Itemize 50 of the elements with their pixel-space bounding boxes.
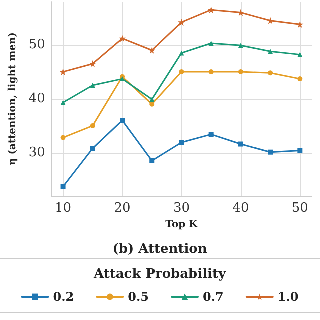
point bbox=[90, 123, 96, 128]
x-tick-label: 20 bbox=[114, 201, 131, 216]
point bbox=[208, 6, 215, 14]
point bbox=[150, 97, 155, 102]
point bbox=[298, 148, 303, 154]
point bbox=[60, 184, 66, 190]
point bbox=[268, 49, 274, 54]
point bbox=[90, 146, 96, 152]
point bbox=[208, 40, 214, 46]
x-axis-title: Top K bbox=[166, 219, 198, 230]
point bbox=[60, 100, 66, 106]
point bbox=[238, 43, 244, 48]
point bbox=[120, 76, 126, 82]
point bbox=[179, 50, 184, 56]
point bbox=[150, 102, 155, 107]
point bbox=[90, 83, 96, 88]
point bbox=[268, 150, 274, 155]
text: (b) Attention bbox=[112, 242, 208, 257]
point bbox=[238, 142, 244, 147]
legend-label: 0.5 bbox=[128, 290, 150, 304]
point bbox=[148, 47, 156, 54]
legend-title: Attack Probability bbox=[92, 267, 226, 282]
point bbox=[267, 17, 274, 24]
point bbox=[179, 70, 184, 75]
legend-label: 1.0 bbox=[278, 290, 299, 304]
point bbox=[298, 52, 303, 58]
point bbox=[296, 21, 304, 28]
point bbox=[179, 140, 184, 146]
point bbox=[60, 135, 66, 140]
point bbox=[150, 158, 155, 164]
point bbox=[178, 18, 186, 26]
point bbox=[208, 70, 214, 75]
point bbox=[238, 70, 244, 75]
legend-label: 0.2 bbox=[53, 290, 74, 304]
y-tick-label: 40 bbox=[28, 92, 46, 106]
y-tick-label: 30 bbox=[28, 145, 46, 160]
point bbox=[119, 35, 126, 42]
point bbox=[120, 118, 126, 124]
y-tick-label: 50 bbox=[28, 38, 46, 53]
x-tick-label: 40 bbox=[232, 201, 250, 216]
x-tick-label: 50 bbox=[292, 201, 308, 216]
point bbox=[268, 70, 274, 76]
point bbox=[89, 60, 96, 68]
point bbox=[208, 132, 214, 138]
x-tick-label: 10 bbox=[55, 201, 72, 216]
x-tick-label: 30 bbox=[173, 201, 190, 216]
legend-label: 0.7 bbox=[203, 290, 224, 304]
point bbox=[298, 76, 303, 82]
y-axis-title: η (attention, light men) bbox=[8, 32, 18, 166]
point bbox=[60, 68, 67, 76]
